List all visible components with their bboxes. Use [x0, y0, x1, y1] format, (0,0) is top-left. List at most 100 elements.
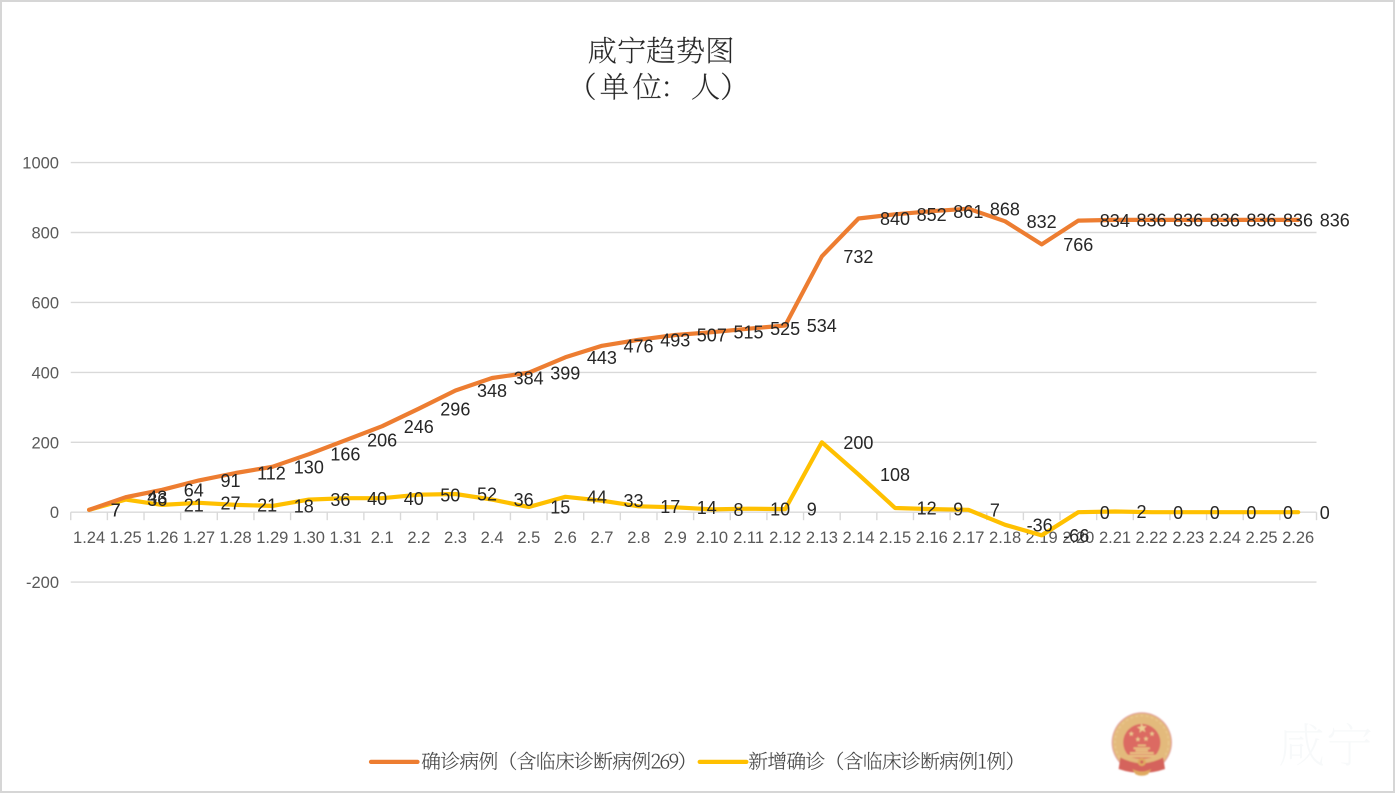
svg-text:166: 166	[330, 445, 360, 465]
svg-text:525: 525	[770, 319, 800, 339]
svg-text:1.29: 1.29	[256, 529, 288, 547]
svg-text:2.15: 2.15	[879, 529, 911, 547]
svg-text:2.6: 2.6	[554, 529, 577, 547]
svg-text:836: 836	[1283, 211, 1313, 231]
svg-text:2.11: 2.11	[733, 529, 764, 547]
svg-text:2.1: 2.1	[371, 529, 394, 547]
svg-text:836: 836	[1210, 211, 1240, 231]
svg-text:2.2: 2.2	[407, 529, 430, 547]
svg-text:43: 43	[147, 488, 167, 508]
svg-text:2: 2	[1137, 502, 1147, 522]
svg-text:2.8: 2.8	[627, 529, 650, 547]
svg-text:515: 515	[734, 323, 764, 343]
svg-text:246: 246	[404, 417, 434, 437]
svg-text:861: 861	[953, 202, 983, 222]
svg-text:2.17: 2.17	[952, 529, 984, 547]
svg-text:18: 18	[294, 497, 314, 517]
svg-text:493: 493	[660, 330, 690, 350]
svg-text:0: 0	[1283, 503, 1293, 523]
svg-text:836: 836	[1137, 211, 1167, 231]
svg-text:108: 108	[880, 465, 910, 485]
svg-text:2.13: 2.13	[806, 529, 838, 547]
svg-text:507: 507	[697, 326, 727, 346]
svg-text:40: 40	[367, 489, 387, 509]
svg-text:0: 0	[50, 504, 59, 522]
svg-text:0: 0	[1173, 503, 1183, 523]
svg-text:8: 8	[734, 500, 744, 520]
svg-text:9: 9	[953, 500, 963, 520]
svg-text:2.12: 2.12	[769, 529, 801, 547]
svg-text:2.22: 2.22	[1136, 529, 1168, 547]
svg-text:2.23: 2.23	[1172, 529, 1204, 547]
svg-text:1.28: 1.28	[220, 529, 252, 547]
svg-text:36: 36	[330, 490, 350, 510]
svg-text:443: 443	[587, 348, 617, 368]
svg-text:1.30: 1.30	[293, 529, 325, 547]
svg-text:2.3: 2.3	[444, 529, 467, 547]
svg-text:7: 7	[111, 500, 121, 520]
svg-text:2.7: 2.7	[591, 529, 614, 547]
svg-text:200: 200	[31, 434, 59, 452]
svg-text:1.25: 1.25	[110, 529, 142, 547]
svg-text:2.18: 2.18	[989, 529, 1021, 547]
svg-text:0: 0	[1246, 503, 1256, 523]
svg-text:91: 91	[221, 471, 241, 491]
svg-text:800: 800	[31, 225, 59, 243]
svg-text:2.20: 2.20	[1062, 529, 1094, 547]
svg-text:112: 112	[257, 464, 286, 484]
svg-text:1.26: 1.26	[146, 529, 178, 547]
svg-text:10: 10	[770, 499, 790, 519]
svg-text:534: 534	[807, 316, 837, 336]
svg-text:-36: -36	[1027, 515, 1053, 535]
svg-text:44: 44	[587, 487, 607, 507]
svg-text:2.14: 2.14	[842, 529, 874, 547]
svg-text:14: 14	[697, 498, 717, 518]
svg-text:840: 840	[880, 209, 910, 229]
svg-text:766: 766	[1063, 235, 1093, 255]
svg-text:40: 40	[404, 489, 424, 509]
svg-text:12: 12	[917, 499, 937, 519]
svg-text:7: 7	[990, 500, 1000, 520]
svg-text:399: 399	[550, 363, 580, 383]
svg-text:1.27: 1.27	[183, 529, 215, 547]
svg-text:52: 52	[477, 485, 497, 505]
svg-text:0: 0	[1210, 503, 1220, 523]
svg-text:2.16: 2.16	[916, 529, 948, 547]
svg-text:15: 15	[550, 498, 570, 518]
svg-text:400: 400	[31, 364, 59, 382]
svg-text:296: 296	[440, 399, 470, 419]
svg-text:1000: 1000	[22, 155, 59, 173]
svg-text:2.4: 2.4	[481, 529, 504, 547]
svg-text:64: 64	[184, 480, 204, 500]
svg-text:0: 0	[1100, 503, 1110, 523]
svg-text:50: 50	[440, 485, 460, 505]
svg-text:36: 36	[514, 490, 534, 510]
svg-text:2.21: 2.21	[1099, 529, 1131, 547]
svg-text:21: 21	[184, 495, 204, 515]
svg-text:36: 36	[147, 490, 167, 510]
svg-text:0: 0	[1320, 503, 1330, 523]
svg-text:852: 852	[917, 205, 947, 225]
svg-text:1.31: 1.31	[330, 529, 362, 547]
svg-text:9: 9	[807, 500, 817, 520]
svg-text:17: 17	[660, 497, 680, 517]
svg-text:33: 33	[624, 491, 644, 511]
svg-text:600: 600	[31, 294, 59, 312]
svg-text:836: 836	[1173, 211, 1203, 231]
svg-text:27: 27	[221, 493, 241, 513]
svg-text:206: 206	[367, 431, 397, 451]
svg-text:2.24: 2.24	[1209, 529, 1241, 547]
svg-text:732: 732	[843, 247, 873, 267]
svg-text:-200: -200	[26, 574, 59, 592]
svg-text:348: 348	[477, 381, 507, 401]
svg-text:1.24: 1.24	[73, 529, 105, 547]
svg-text:834: 834	[1100, 211, 1130, 231]
svg-text:2.26: 2.26	[1282, 529, 1314, 547]
svg-text:836: 836	[1246, 211, 1276, 231]
svg-text:7: 7	[111, 500, 121, 520]
svg-text:2.25: 2.25	[1245, 529, 1277, 547]
svg-text:21: 21	[257, 495, 277, 515]
svg-text:-66: -66	[1063, 526, 1089, 546]
svg-text:868: 868	[990, 199, 1020, 219]
svg-text:832: 832	[1027, 212, 1057, 232]
